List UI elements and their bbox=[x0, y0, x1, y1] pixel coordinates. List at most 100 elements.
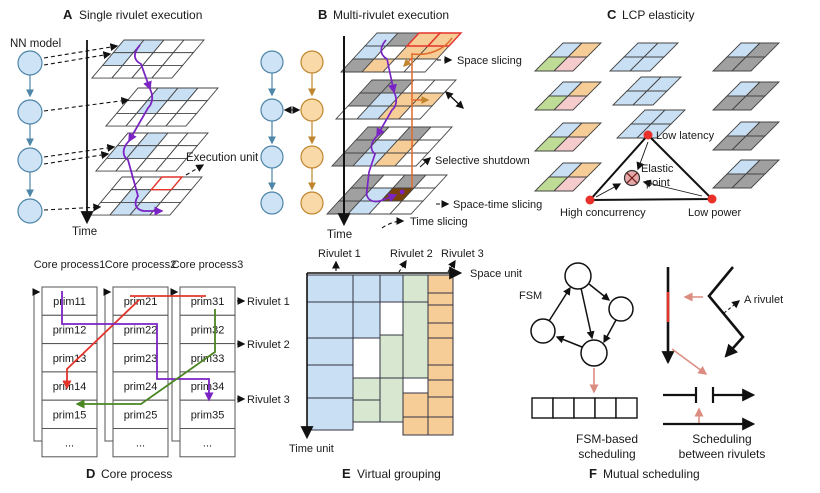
rivulet-timelines: A rivulet bbox=[661, 266, 783, 431]
fsm-state bbox=[564, 262, 592, 290]
grouping-cell bbox=[427, 337, 454, 366]
fsm-label: FSM bbox=[519, 290, 542, 302]
loopback-brackets bbox=[32, 288, 180, 442]
grouping-cell bbox=[427, 274, 454, 294]
nn-node bbox=[17, 99, 43, 125]
right-caption-1: Scheduling bbox=[692, 432, 751, 446]
nn-node bbox=[17, 147, 43, 173]
schedule-slot bbox=[531, 397, 554, 419]
prim-cell-label: prim35 bbox=[191, 409, 225, 421]
prim-cell bbox=[41, 399, 98, 430]
nn-node bbox=[260, 145, 284, 169]
vertex-high-concurrency bbox=[585, 195, 595, 205]
panel-b-title: Multi-rivulet execution bbox=[333, 8, 449, 22]
fsm-caption-2: scheduling bbox=[578, 447, 635, 461]
prim-cell-label: prim12 bbox=[53, 324, 87, 336]
panel-b-callouts: Space slicing Selective shutdown Space-t… bbox=[381, 55, 542, 229]
virtual-grouping-cells bbox=[306, 274, 454, 436]
rivulet-path-orange-b bbox=[403, 37, 453, 188]
prim-cell-label: prim15 bbox=[53, 409, 87, 421]
prim-cell-label: prim24 bbox=[124, 381, 158, 393]
grouping-cell bbox=[427, 322, 454, 339]
nn-node bbox=[17, 198, 43, 224]
prim-cell bbox=[41, 314, 98, 345]
grouping-cell bbox=[306, 274, 354, 303]
rivulet-route-red bbox=[62, 295, 206, 390]
nn-chain-blue-b bbox=[260, 50, 284, 215]
panel-d-caption: Core process bbox=[101, 467, 172, 481]
nn-node bbox=[17, 50, 43, 76]
panel-a: A Single rivulet execution NN model Time bbox=[10, 7, 259, 238]
panel-f-caption: Mutual scheduling bbox=[603, 467, 700, 481]
fsm-state bbox=[530, 318, 556, 344]
nn-node-orange bbox=[300, 50, 324, 74]
grouping-cell bbox=[427, 304, 454, 324]
prim-cell bbox=[112, 286, 169, 316]
grouping-cell bbox=[427, 416, 454, 436]
nn-chain-orange-b bbox=[300, 50, 324, 215]
prim-cell-label: ... bbox=[65, 438, 74, 450]
grouping-cell bbox=[427, 292, 454, 306]
prim-cell bbox=[179, 314, 236, 345]
rivulet-path-purple-a bbox=[122, 44, 164, 216]
grouping-cell bbox=[379, 377, 404, 423]
layer-mapping-arrows bbox=[43, 43, 130, 212]
prim-cell bbox=[112, 343, 169, 373]
grouping-cell bbox=[427, 396, 454, 418]
grouping-cell bbox=[402, 416, 429, 436]
schedule-slot bbox=[615, 397, 638, 419]
grouping-cell bbox=[352, 399, 381, 423]
time-unit-label: Time unit bbox=[289, 443, 334, 455]
selective-shutdown-label: Selective shutdown bbox=[435, 155, 530, 167]
core-process-columns: Core process1 prim11 prim12 prim13 prim14 pri… bbox=[34, 259, 244, 458]
grouping-cell bbox=[352, 301, 381, 339]
fsm-caption-1: FSM-based bbox=[576, 432, 638, 446]
grouping-cell bbox=[379, 274, 404, 303]
panel-f-caption-tag: F bbox=[589, 466, 597, 481]
grid-cell-highlight bbox=[426, 32, 463, 47]
schedule-slot bbox=[594, 397, 617, 419]
grid-cell bbox=[730, 95, 767, 111]
panel-c-tag: C bbox=[607, 7, 617, 22]
elastic-label-1: Elastic bbox=[641, 163, 674, 175]
grid-cell bbox=[730, 173, 767, 189]
core-process-header: Core process3 bbox=[172, 259, 244, 271]
prim-cell bbox=[112, 399, 169, 430]
grid-cell bbox=[631, 90, 669, 106]
grid-cell bbox=[552, 95, 589, 111]
rivulet-1-label: Rivulet 1 bbox=[247, 296, 290, 308]
prim-cell bbox=[179, 428, 236, 458]
prim-cell bbox=[112, 428, 169, 458]
high-concurrency-label: High concurrency bbox=[560, 207, 646, 219]
grid-cell bbox=[388, 200, 425, 215]
rivulet-callouts-e: Rivulet 1 Rivulet 2 Rivulet 3 bbox=[318, 248, 484, 273]
fsm-state bbox=[608, 296, 634, 322]
grid-cell bbox=[164, 112, 198, 127]
execution-unit-callout: Execution unit bbox=[185, 152, 259, 176]
vertex-low-latency bbox=[643, 130, 653, 140]
panel-a-tag: A bbox=[63, 7, 73, 22]
nn-node bbox=[260, 191, 284, 215]
panel-f: FSM FSM-based scheduling A rivulet bbox=[519, 262, 783, 481]
grid-cell bbox=[552, 136, 589, 152]
fsm-graph bbox=[530, 262, 634, 367]
prim-cell-label: ... bbox=[136, 438, 145, 450]
grouping-cell bbox=[402, 301, 429, 379]
grouping-cell bbox=[427, 379, 454, 398]
grouping-cell bbox=[352, 377, 381, 401]
nn-model-label: NN model bbox=[10, 38, 61, 50]
prim-cell-label: prim33 bbox=[191, 353, 225, 365]
prim-cell bbox=[41, 428, 98, 458]
panel-d-caption-tag: D bbox=[86, 466, 95, 481]
nn-node-orange bbox=[300, 98, 324, 122]
low-power-label: Low power bbox=[688, 207, 742, 219]
panel-b: B Multi-rivulet execution Time bbox=[260, 7, 542, 241]
grouping-cell bbox=[306, 337, 354, 366]
prim-cell-label: prim25 bbox=[124, 409, 158, 421]
rivulet-2-label: Rivulet 2 bbox=[247, 339, 290, 351]
nn-node bbox=[260, 98, 284, 122]
panel-c-title: LCP elasticity bbox=[622, 8, 694, 22]
rivulet-2-label-e: Rivulet 2 bbox=[390, 248, 433, 260]
grid-cell bbox=[730, 135, 767, 151]
